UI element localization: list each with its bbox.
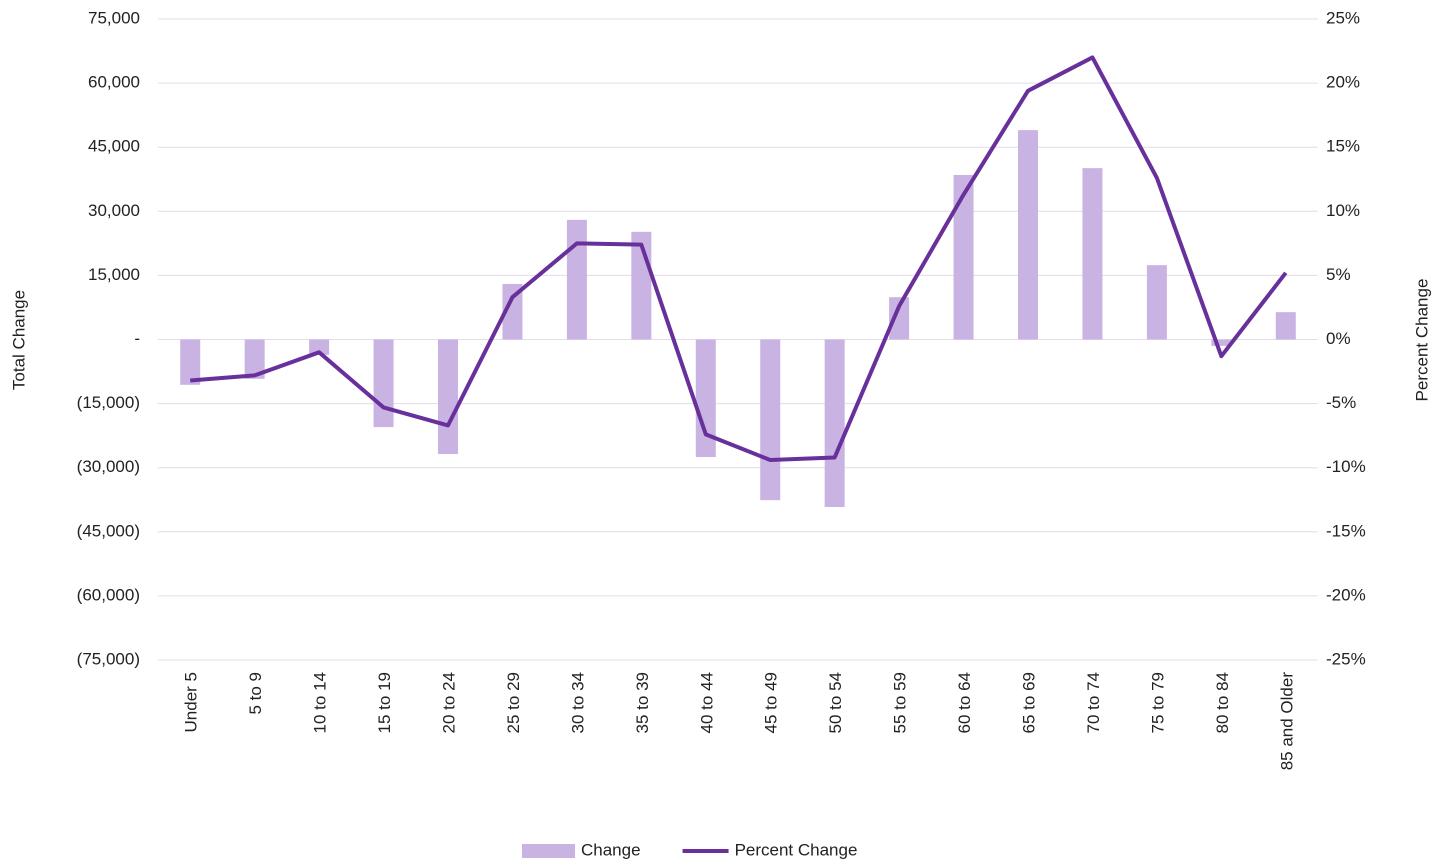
x-tick-label: 20 to 24 bbox=[439, 672, 458, 733]
x-tick-label: 65 to 69 bbox=[1019, 672, 1038, 733]
y2-tick-label: -15% bbox=[1326, 521, 1366, 540]
y-tick-label: (30,000) bbox=[77, 457, 140, 476]
legend-swatch bbox=[522, 844, 575, 858]
x-tick-label: 75 to 79 bbox=[1148, 672, 1167, 733]
y2-tick-label: -20% bbox=[1326, 585, 1366, 604]
y2-tick-label: 25% bbox=[1326, 8, 1360, 27]
x-tick-label: 85 and Older bbox=[1277, 672, 1296, 771]
x-tick-label: 55 to 59 bbox=[891, 672, 910, 733]
bar bbox=[1276, 312, 1296, 339]
y2-tick-label: -10% bbox=[1326, 457, 1366, 476]
x-tick-label: 5 to 9 bbox=[246, 672, 265, 715]
chart: Total Change Percent Change (75,000) (60,… bbox=[0, 0, 1441, 865]
y-axis-label: Total Change bbox=[9, 290, 28, 390]
y-tick-label: 15,000 bbox=[88, 265, 140, 284]
y-tick-label: (15,000) bbox=[77, 393, 140, 412]
y-tick-label: - bbox=[134, 329, 140, 348]
bar bbox=[1082, 168, 1102, 339]
x-tick-label: 25 to 29 bbox=[504, 672, 523, 733]
bar bbox=[825, 340, 845, 508]
x-tick-label: 70 to 74 bbox=[1084, 672, 1103, 733]
bar bbox=[1018, 130, 1038, 339]
legend-label: Percent Change bbox=[735, 840, 858, 859]
bar bbox=[954, 175, 974, 340]
x-tick-label: 35 to 39 bbox=[633, 672, 652, 733]
y2-tick-label: 0% bbox=[1326, 329, 1351, 348]
x-tick-label: 60 to 64 bbox=[955, 672, 974, 733]
legend-label: Change bbox=[581, 840, 641, 859]
y-tick-label: 45,000 bbox=[88, 137, 140, 156]
bar bbox=[760, 340, 780, 501]
bar bbox=[1147, 265, 1167, 339]
y-tick-label: 30,000 bbox=[88, 201, 140, 220]
x-tick-label: 50 to 54 bbox=[826, 672, 845, 733]
x-tick-label: 45 to 49 bbox=[762, 672, 781, 733]
x-tick-label: 10 to 14 bbox=[311, 672, 330, 733]
y2-tick-label: 5% bbox=[1326, 265, 1351, 284]
y-tick-label: 60,000 bbox=[88, 73, 140, 92]
bar bbox=[374, 340, 394, 428]
page: Total Change Percent Change (75,000) (60,… bbox=[0, 0, 1441, 865]
y-tick-label: (75,000) bbox=[77, 649, 140, 668]
x-tick-label: 40 to 44 bbox=[697, 672, 716, 733]
y2-axis-label: Percent Change bbox=[1412, 279, 1431, 402]
bar bbox=[438, 340, 458, 455]
y-tick-label: 75,000 bbox=[88, 8, 140, 27]
x-tick-label: Under 5 bbox=[182, 672, 201, 732]
x-tick-label: 15 to 19 bbox=[375, 672, 394, 733]
y2-tick-label: -5% bbox=[1326, 393, 1356, 412]
bar bbox=[567, 220, 587, 340]
x-tick-label: 80 to 84 bbox=[1213, 672, 1232, 733]
y2-tick-label: 20% bbox=[1326, 73, 1360, 92]
y2-tick-label: 15% bbox=[1326, 137, 1360, 156]
y2-tick-label: -25% bbox=[1326, 649, 1366, 668]
y-tick-label: (45,000) bbox=[77, 521, 140, 540]
x-tick-label: 30 to 34 bbox=[568, 672, 587, 733]
y-tick-label: (60,000) bbox=[77, 585, 140, 604]
y2-tick-label: 10% bbox=[1326, 201, 1360, 220]
line bbox=[190, 57, 1286, 460]
bar bbox=[696, 340, 716, 458]
